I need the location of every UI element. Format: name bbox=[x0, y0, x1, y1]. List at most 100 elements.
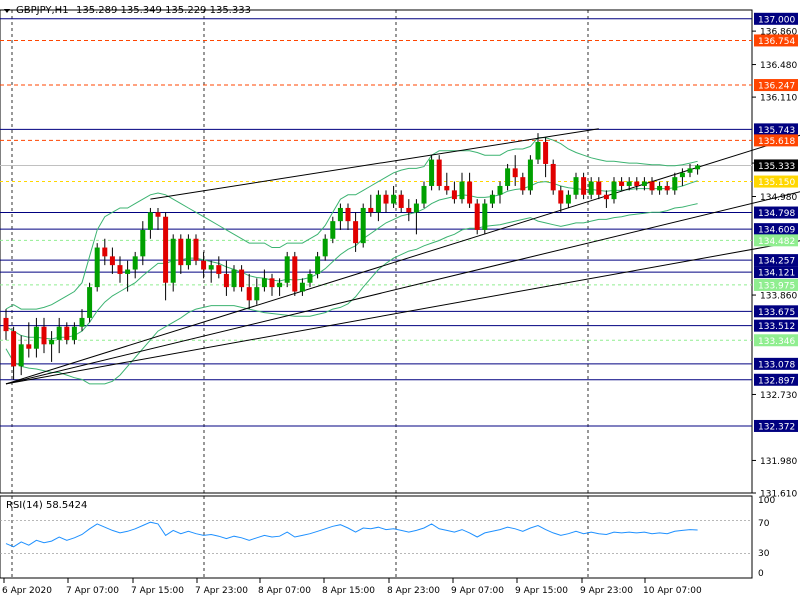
bull-candle bbox=[413, 203, 419, 213]
green-level-tag-bg bbox=[754, 234, 798, 247]
bull-candle bbox=[391, 194, 397, 204]
blue-level-tag-bg bbox=[754, 319, 798, 332]
bull-candle bbox=[535, 141, 541, 160]
bear-candle bbox=[451, 190, 457, 200]
bull-candle bbox=[505, 168, 511, 186]
bull-candle bbox=[482, 203, 488, 230]
price-tick-label: 131.980 bbox=[760, 457, 797, 467]
green-level-tag-bg bbox=[754, 334, 798, 347]
current-price-tag-bg bbox=[754, 159, 798, 172]
bull-candle bbox=[611, 181, 617, 200]
blue-level-tag: 135.743 bbox=[758, 126, 795, 136]
bear-candle bbox=[383, 194, 389, 204]
chart-header: GBPJPY,H1 135.289 135.349 135.229 135.33… bbox=[4, 5, 251, 16]
current-price-tag: 135.333 bbox=[758, 162, 795, 172]
blue-level-tag-bg bbox=[754, 305, 798, 318]
triangle-down-icon[interactable] bbox=[4, 9, 10, 13]
bear-candle bbox=[406, 207, 412, 213]
blue-level-tag: 134.121 bbox=[758, 269, 795, 279]
bear-candle bbox=[246, 287, 252, 301]
blue-level-tag-bg bbox=[754, 223, 798, 236]
bull-candle bbox=[94, 247, 100, 288]
bull-candle bbox=[132, 256, 138, 270]
bull-candle bbox=[185, 238, 191, 266]
time-tick-label: 9 Apr 23:00 bbox=[580, 586, 633, 596]
price-tick-label: 136.110 bbox=[760, 94, 797, 104]
rsi-axis-label: 100 bbox=[758, 496, 775, 506]
bull-candle bbox=[489, 194, 495, 204]
bollinger-upper-line bbox=[5, 137, 698, 310]
bull-candle bbox=[56, 326, 62, 340]
red-level-tag-bg bbox=[754, 34, 798, 47]
bull-candle bbox=[573, 177, 579, 195]
bull-candle bbox=[657, 185, 663, 191]
blue-level-tag-bg bbox=[754, 254, 798, 267]
bull-candle bbox=[626, 181, 632, 186]
bear-candle bbox=[467, 181, 473, 204]
time-grid bbox=[11, 10, 589, 493]
blue-level-tag: 133.078 bbox=[758, 360, 795, 370]
trendline bbox=[5, 191, 800, 385]
bear-candle bbox=[550, 163, 556, 191]
bull-candle bbox=[421, 185, 427, 204]
bear-candle bbox=[216, 265, 222, 274]
bull-candle bbox=[299, 282, 305, 292]
bull-candle bbox=[87, 287, 93, 318]
bear-candle bbox=[649, 181, 655, 191]
blue-level-tag-bg bbox=[754, 12, 798, 25]
rsi-levels bbox=[0, 520, 752, 554]
yellow-level-tag-bg bbox=[754, 175, 798, 188]
bear-candle bbox=[398, 194, 404, 208]
bull-candle bbox=[140, 229, 146, 257]
bear-candle bbox=[239, 269, 245, 288]
bull-candle bbox=[687, 168, 693, 173]
price-tick-label: 136.480 bbox=[760, 61, 797, 71]
bull-candle bbox=[33, 326, 39, 349]
bear-candle bbox=[436, 159, 442, 186]
bull-candle bbox=[231, 269, 237, 288]
bull-candle bbox=[641, 181, 647, 186]
rsi-time-grid bbox=[11, 496, 589, 578]
time-tick-label: 9 Apr 07:00 bbox=[451, 586, 504, 596]
blue-level-tag-bg bbox=[754, 373, 798, 386]
bear-candle bbox=[102, 247, 108, 257]
bear-candle bbox=[117, 265, 123, 274]
red-level-tag: 136.247 bbox=[758, 82, 795, 92]
rsi-label: RSI(14) 58.5424 bbox=[6, 500, 87, 511]
bear-candle bbox=[11, 331, 17, 367]
red-level-tag: 136.754 bbox=[758, 37, 795, 47]
bull-candle bbox=[170, 238, 176, 283]
bear-candle bbox=[634, 181, 640, 186]
time-tick-label: 9 Apr 15:00 bbox=[515, 586, 568, 596]
time-tick-label: 8 Apr 15:00 bbox=[322, 586, 375, 596]
blue-level-tag: 132.372 bbox=[758, 422, 795, 432]
time-tick-label: 10 Apr 07:00 bbox=[643, 586, 702, 596]
candlesticks bbox=[3, 133, 701, 380]
bear-candle bbox=[664, 185, 670, 191]
rsi-pane-frame bbox=[0, 495, 753, 579]
time-axis: 6 Apr 2020 7 Apr 07:00 7 Apr 15:00 7 Apr 23… bbox=[2, 578, 702, 596]
price-tick-label: 134.980 bbox=[760, 193, 797, 203]
rsi-axis: 100 70 30 0 bbox=[758, 496, 775, 579]
bull-candle bbox=[322, 238, 328, 257]
green-level-tag: 133.346 bbox=[758, 337, 795, 347]
red-level-tag: 135.618 bbox=[758, 137, 795, 147]
bull-candle bbox=[49, 339, 55, 345]
time-tick-label: 8 Apr 07:00 bbox=[258, 586, 311, 596]
ohlc-label: 135.289 135.349 135.229 135.333 bbox=[76, 5, 251, 16]
bull-candle bbox=[429, 159, 435, 186]
bull-candle bbox=[497, 185, 503, 195]
bull-candle bbox=[18, 344, 24, 367]
blue-level-tag: 137.000 bbox=[758, 15, 795, 25]
time-tick-label: 7 Apr 15:00 bbox=[131, 586, 184, 596]
blue-level-tag: 132.897 bbox=[758, 376, 795, 386]
time-tick-label: 6 Apr 2020 bbox=[2, 586, 52, 596]
blue-level-tag: 133.675 bbox=[758, 308, 795, 318]
red-level-tag-bg bbox=[754, 79, 798, 92]
price-tick-label: 133.860 bbox=[760, 292, 797, 302]
bull-candle bbox=[125, 269, 131, 274]
blue-level-tag-bg bbox=[754, 266, 798, 279]
bear-candle bbox=[520, 177, 526, 191]
bear-candle bbox=[603, 194, 609, 200]
